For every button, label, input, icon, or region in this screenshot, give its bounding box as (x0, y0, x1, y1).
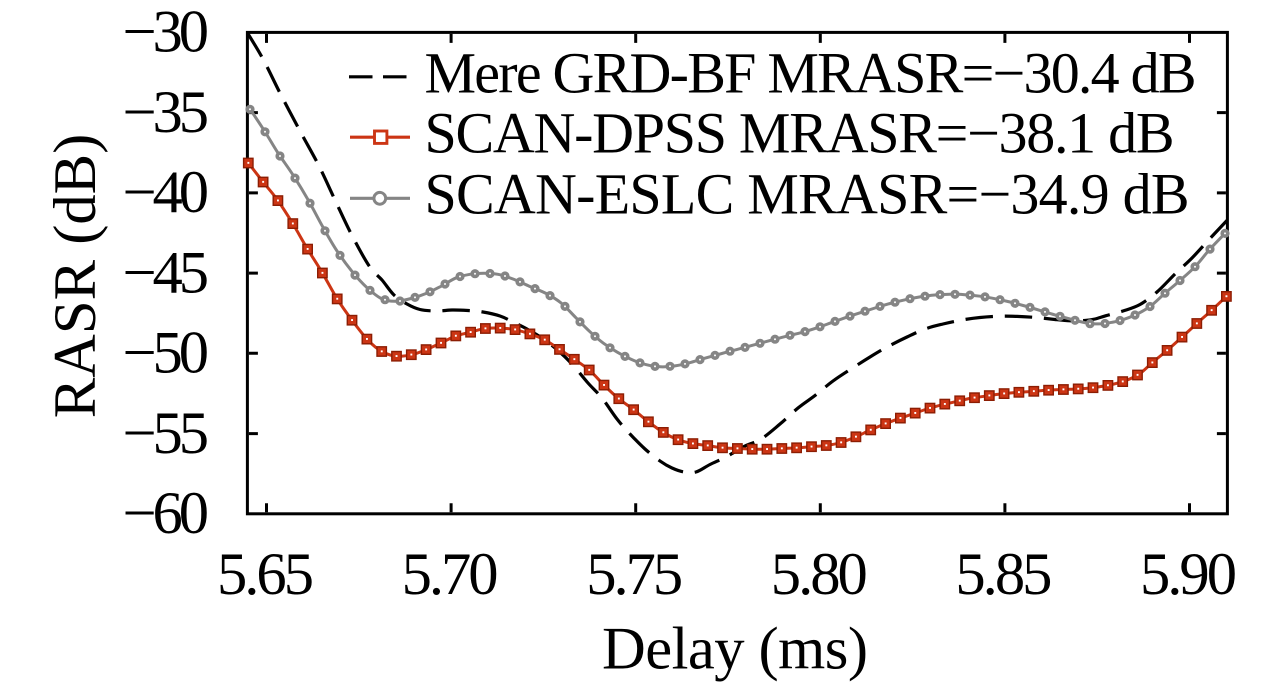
svg-text:−60: −60 (123, 480, 210, 547)
svg-text:5.65: 5.65 (217, 541, 314, 608)
svg-text:RASR (dB): RASR (dB) (42, 134, 109, 419)
svg-text:5.90: 5.90 (1140, 541, 1237, 608)
svg-text:5.70: 5.70 (402, 541, 499, 608)
svg-text:−40: −40 (123, 159, 210, 226)
svg-text:5.75: 5.75 (586, 541, 683, 608)
svg-text:Delay (ms): Delay (ms) (602, 616, 868, 683)
svg-text:−55: −55 (123, 400, 210, 467)
svg-text:SCAN-ESLC MRASR=−34.9 dB: SCAN-ESLC MRASR=−34.9 dB (425, 162, 1190, 227)
svg-text:−35: −35 (123, 79, 210, 146)
svg-text:−50: −50 (123, 320, 210, 387)
svg-text:−30: −30 (123, 0, 210, 66)
svg-text:−45: −45 (123, 239, 210, 306)
svg-text:5.80: 5.80 (771, 541, 868, 608)
svg-text:Mere GRD-BF MRASR=−30.4 dB: Mere GRD-BF MRASR=−30.4 dB (425, 40, 1197, 105)
svg-text:5.85: 5.85 (955, 541, 1052, 608)
svg-text:SCAN-DPSS MRASR=−38.1 dB: SCAN-DPSS MRASR=−38.1 dB (425, 101, 1175, 166)
